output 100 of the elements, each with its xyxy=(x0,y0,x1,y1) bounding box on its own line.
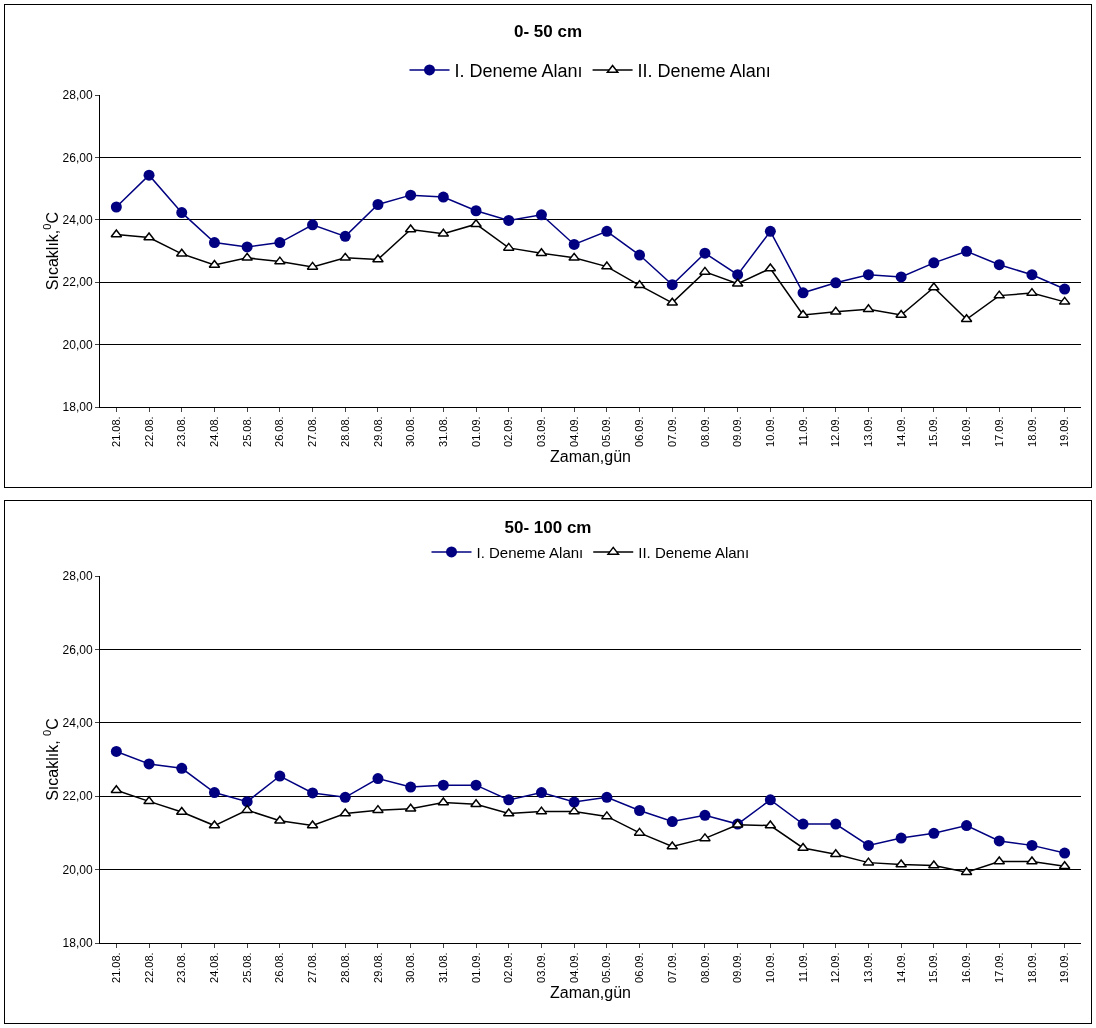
point xyxy=(307,787,319,799)
x-tick-label: 15.09. xyxy=(927,952,940,983)
point xyxy=(437,779,449,791)
point xyxy=(732,269,744,281)
x-tick-label: 10.09. xyxy=(763,416,776,447)
x-tick-label: 10.09. xyxy=(763,952,776,983)
point xyxy=(110,745,122,757)
point xyxy=(895,271,907,283)
x-tick-label: 23.08. xyxy=(175,952,188,983)
point xyxy=(993,835,1005,847)
point xyxy=(339,791,351,803)
point xyxy=(764,794,776,806)
x-tick-label: 19.09. xyxy=(1058,952,1071,983)
x-tick-label: 26.08. xyxy=(273,952,286,983)
legend-label: II. Deneme Alanı xyxy=(638,543,750,561)
point xyxy=(1026,856,1038,865)
x-tick-label: 22.08. xyxy=(142,416,155,447)
point xyxy=(535,209,547,221)
y-tick-label: 28,00 xyxy=(62,569,93,584)
point xyxy=(601,225,613,237)
x-tick-label: 06.09. xyxy=(633,416,646,447)
x-tick-label: 27.08. xyxy=(306,416,319,447)
y-tick-label: 20,00 xyxy=(62,862,93,877)
point xyxy=(829,848,842,858)
point xyxy=(241,241,253,253)
x-tick-label: 14.09. xyxy=(894,416,907,447)
point xyxy=(274,770,286,782)
point xyxy=(764,225,776,237)
point xyxy=(143,232,155,241)
point xyxy=(307,219,319,231)
point xyxy=(143,758,155,770)
x-tick-label: 04.09. xyxy=(567,416,580,447)
x-tick-label: 02.09. xyxy=(502,952,515,983)
point xyxy=(568,796,580,808)
point xyxy=(1026,269,1038,281)
point xyxy=(470,205,482,217)
point xyxy=(568,238,580,250)
point xyxy=(895,832,907,844)
point xyxy=(176,207,188,219)
point xyxy=(634,805,646,817)
point xyxy=(110,201,122,213)
y-tick-label: 24,00 xyxy=(62,213,93,227)
x-tick-label: 08.09. xyxy=(698,952,711,983)
x-tick-label: 19.09. xyxy=(1058,416,1071,447)
x-tick-label: 27.08. xyxy=(306,952,319,983)
point xyxy=(372,199,384,211)
x-tick-label: 17.09. xyxy=(992,952,1005,983)
y-tick-label: 18,00 xyxy=(62,400,93,415)
x-tick-label: 16.09. xyxy=(960,952,973,983)
point xyxy=(208,259,221,269)
x-tick-label: 04.09. xyxy=(567,952,580,983)
x-tick-label: 18.09. xyxy=(1025,416,1038,447)
point xyxy=(699,833,711,842)
point xyxy=(208,237,220,249)
x-tick-label: 26.08. xyxy=(273,416,286,447)
point xyxy=(699,809,711,821)
x-tick-label: 11.09. xyxy=(796,952,809,983)
point xyxy=(143,796,155,805)
x-tick-label: 03.09. xyxy=(535,952,548,983)
point xyxy=(241,804,254,814)
x-tick-label: 02.09. xyxy=(502,416,515,447)
y-tick-label: 28,00 xyxy=(62,88,93,103)
x-tick-label: 09.09. xyxy=(731,952,744,983)
x-tick-label: 21.08. xyxy=(109,952,122,983)
point xyxy=(405,781,417,793)
x-tick-label: 25.08. xyxy=(240,952,253,983)
point xyxy=(437,191,449,203)
x-tick-label: 23.08. xyxy=(175,416,188,447)
x-tick-label: 13.09. xyxy=(862,952,875,983)
x-tick-label: 28.08. xyxy=(338,416,351,447)
point xyxy=(797,287,809,299)
y-tick-label: 26,00 xyxy=(62,642,93,657)
x-tick-label: 24.08. xyxy=(208,952,221,983)
x-tick-label: 29.08. xyxy=(371,416,384,447)
point xyxy=(993,259,1005,271)
y-tick-label: 18,00 xyxy=(62,936,93,951)
x-axis-title: Zaman,gün xyxy=(550,983,631,1001)
x-tick-label: 06.09. xyxy=(633,952,646,983)
y-tick-label: 26,00 xyxy=(62,150,93,165)
x-tick-label: 24.08. xyxy=(208,416,221,447)
chart-title: 0- 50 cm xyxy=(513,22,583,42)
point xyxy=(535,247,548,257)
x-tick-label: 16.09. xyxy=(960,416,973,447)
point xyxy=(1026,839,1038,851)
point xyxy=(372,804,384,814)
point xyxy=(666,816,678,828)
point xyxy=(797,842,809,851)
point xyxy=(830,818,842,830)
point xyxy=(208,787,220,799)
point xyxy=(339,230,351,242)
point xyxy=(143,169,155,181)
point xyxy=(503,794,515,806)
y-tick-label: 24,00 xyxy=(62,716,93,730)
x-tick-label: 11.09. xyxy=(796,416,809,447)
point xyxy=(928,827,940,839)
x-tick-label: 17.09. xyxy=(992,416,1005,447)
legend-label: II. Deneme Alanı xyxy=(637,60,771,81)
x-tick-label: 13.09. xyxy=(862,416,875,447)
x-tick-label: 03.09. xyxy=(535,416,548,447)
point xyxy=(862,839,874,851)
